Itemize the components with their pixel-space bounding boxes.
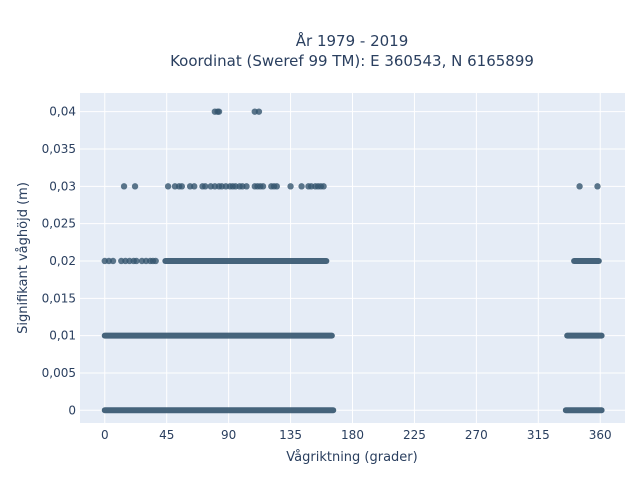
data-point <box>109 257 117 265</box>
data-point <box>259 183 267 190</box>
y-tick-label: 0 <box>68 403 76 417</box>
data-point <box>243 183 250 190</box>
chart-title-line-1: År 1979 - 2019 <box>296 31 409 50</box>
x-tick-labels: 0 45 90 135 180 225 270 315 360 <box>101 428 612 442</box>
x-tick-label: 360 <box>589 428 612 442</box>
data-point <box>320 183 327 190</box>
data-point <box>215 108 223 115</box>
x-tick-label: 180 <box>341 428 364 442</box>
x-tick-label: 270 <box>465 428 488 442</box>
y-tick-label: 0,01 <box>49 329 76 343</box>
data-point <box>298 183 305 190</box>
y-tick-label: 0,03 <box>49 179 76 193</box>
data-point <box>152 257 159 265</box>
x-tick-label: 225 <box>403 428 426 442</box>
y-tick-label: 0,04 <box>49 105 76 119</box>
y-axis-title: Signifikant våghöjd (m) <box>16 182 31 334</box>
y-tick-label: 0,005 <box>42 366 76 380</box>
chart-title-line-2: Koordinat (Sweref 99 TM): E 360543, N 61… <box>170 52 534 70</box>
data-point <box>594 183 601 190</box>
y-tick-label: 0,025 <box>42 217 76 231</box>
data-point <box>131 183 139 190</box>
x-tick-label: 90 <box>221 428 236 442</box>
data-point <box>273 183 281 190</box>
data-point <box>255 108 263 115</box>
x-axis-title: Vågriktning (grader) <box>286 450 417 465</box>
data-point <box>287 183 294 190</box>
y-tick-labels: 0 0,005 0,01 0,015 0,02 0,025 0,03 0,035 0,04 <box>42 105 76 418</box>
data-points <box>101 108 605 414</box>
data-point <box>164 183 172 190</box>
y-tick-label: 0,035 <box>42 142 76 156</box>
y-tick-label: 0,015 <box>42 291 76 305</box>
data-point <box>178 183 186 190</box>
data-point <box>120 183 128 190</box>
data-point <box>191 183 198 190</box>
x-tick-label: 315 <box>527 428 550 442</box>
x-tick-label: 135 <box>279 428 302 442</box>
data-point <box>202 183 209 190</box>
x-tick-label: 0 <box>101 428 109 442</box>
x-tick-label: 45 <box>159 428 174 442</box>
data-point <box>133 257 140 265</box>
y-tick-label: 0,02 <box>49 254 76 268</box>
data-point <box>576 183 583 190</box>
